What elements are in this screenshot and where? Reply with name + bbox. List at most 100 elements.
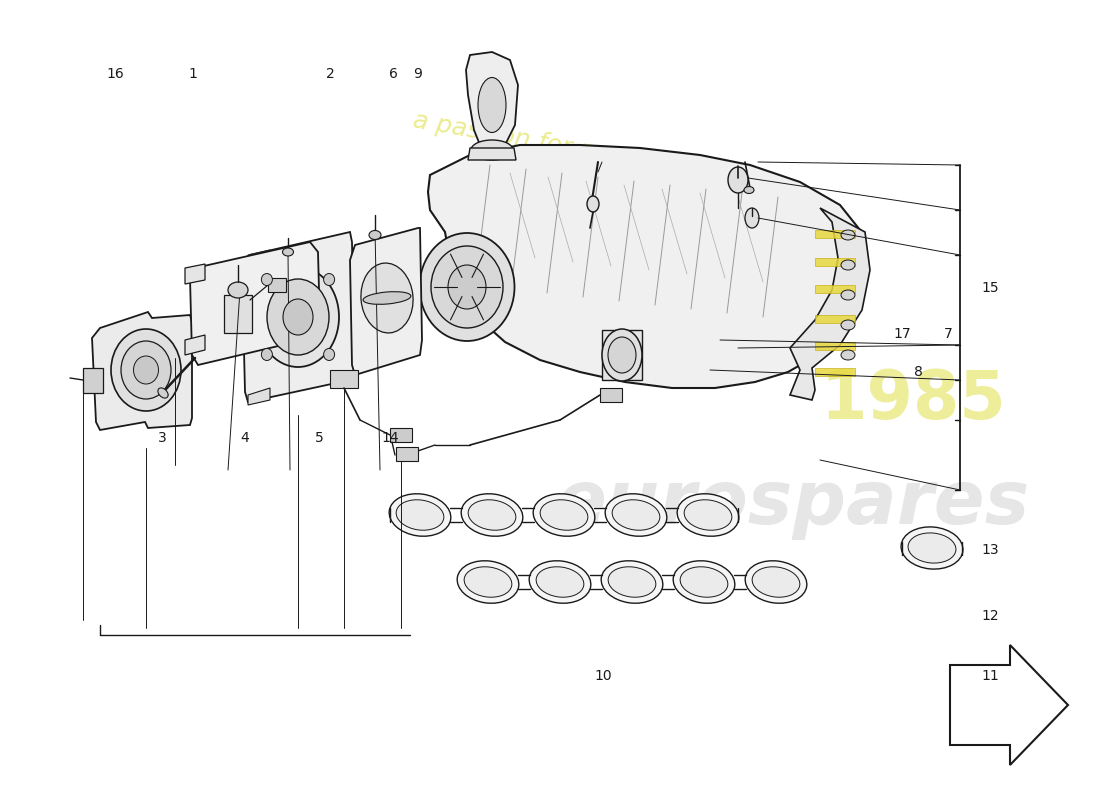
Text: 1: 1	[188, 67, 197, 82]
Text: 6: 6	[389, 67, 398, 82]
Ellipse shape	[283, 299, 313, 335]
Polygon shape	[350, 228, 422, 375]
Text: 2: 2	[326, 67, 334, 82]
Bar	[600, 388, 621, 402]
Ellipse shape	[283, 248, 294, 256]
Polygon shape	[185, 335, 205, 355]
Polygon shape	[815, 230, 855, 238]
Polygon shape	[815, 258, 855, 266]
Ellipse shape	[323, 274, 334, 286]
Polygon shape	[790, 208, 870, 400]
Ellipse shape	[257, 267, 339, 367]
Ellipse shape	[419, 233, 515, 341]
Ellipse shape	[228, 282, 248, 298]
Ellipse shape	[529, 561, 591, 603]
Text: 16: 16	[107, 67, 124, 82]
Ellipse shape	[448, 265, 486, 309]
Ellipse shape	[323, 349, 334, 361]
Polygon shape	[242, 232, 354, 402]
Text: a passion for parts: a passion for parts	[411, 108, 645, 172]
Ellipse shape	[363, 292, 411, 304]
Ellipse shape	[680, 566, 728, 598]
Text: 14: 14	[382, 431, 399, 446]
Ellipse shape	[842, 350, 855, 360]
Text: eurospares: eurospares	[554, 467, 1030, 541]
Text: 5: 5	[315, 431, 323, 446]
Polygon shape	[950, 645, 1068, 765]
Text: 4: 4	[240, 431, 249, 446]
Bar	[390, 428, 412, 442]
Ellipse shape	[842, 260, 855, 270]
Polygon shape	[428, 145, 865, 388]
Ellipse shape	[361, 263, 414, 333]
Polygon shape	[815, 315, 855, 323]
Ellipse shape	[745, 208, 759, 228]
Text: 15: 15	[981, 281, 999, 295]
Bar	[224, 295, 252, 333]
Ellipse shape	[464, 566, 512, 598]
Ellipse shape	[909, 533, 956, 563]
Ellipse shape	[461, 494, 522, 536]
Polygon shape	[185, 264, 205, 284]
Ellipse shape	[540, 500, 587, 530]
Ellipse shape	[745, 561, 806, 603]
Ellipse shape	[842, 230, 855, 240]
Bar	[602, 330, 642, 380]
Text: 7: 7	[944, 327, 953, 342]
Ellipse shape	[471, 140, 513, 160]
Ellipse shape	[602, 329, 642, 381]
Polygon shape	[248, 250, 270, 268]
Ellipse shape	[267, 279, 329, 355]
Bar	[268, 278, 286, 292]
Ellipse shape	[262, 349, 273, 361]
Polygon shape	[815, 342, 855, 350]
Ellipse shape	[752, 566, 800, 598]
Ellipse shape	[111, 329, 182, 411]
Ellipse shape	[901, 527, 962, 569]
Polygon shape	[248, 388, 270, 405]
Text: 1985: 1985	[821, 367, 1005, 433]
Ellipse shape	[744, 186, 754, 194]
Polygon shape	[468, 148, 516, 160]
Text: 8: 8	[914, 365, 923, 379]
Text: 9: 9	[414, 67, 422, 82]
Ellipse shape	[534, 494, 595, 536]
Ellipse shape	[608, 337, 636, 373]
Polygon shape	[815, 368, 855, 376]
Ellipse shape	[678, 494, 739, 536]
Ellipse shape	[431, 246, 503, 328]
Ellipse shape	[478, 78, 506, 133]
Ellipse shape	[608, 566, 656, 598]
Text: 11: 11	[981, 669, 999, 683]
Ellipse shape	[605, 494, 667, 536]
Text: 12: 12	[981, 609, 999, 623]
Ellipse shape	[842, 290, 855, 300]
Ellipse shape	[673, 561, 735, 603]
Text: 13: 13	[981, 543, 999, 558]
Ellipse shape	[602, 561, 663, 603]
Polygon shape	[466, 52, 518, 148]
Polygon shape	[92, 312, 192, 430]
Text: 17: 17	[893, 327, 911, 342]
Ellipse shape	[158, 388, 168, 398]
Ellipse shape	[536, 566, 584, 598]
Bar	[396, 447, 418, 461]
Ellipse shape	[389, 494, 451, 536]
Polygon shape	[190, 242, 320, 365]
Ellipse shape	[262, 274, 273, 286]
Ellipse shape	[121, 341, 170, 399]
Ellipse shape	[458, 561, 519, 603]
Ellipse shape	[587, 196, 600, 212]
Ellipse shape	[684, 500, 732, 530]
Ellipse shape	[469, 500, 516, 530]
Ellipse shape	[842, 320, 855, 330]
Text: 3: 3	[158, 431, 167, 446]
Text: 10: 10	[594, 669, 612, 683]
Ellipse shape	[368, 230, 381, 239]
Ellipse shape	[728, 167, 748, 193]
Bar	[330, 370, 358, 388]
Polygon shape	[815, 285, 855, 293]
Bar	[82, 368, 103, 393]
Ellipse shape	[396, 500, 444, 530]
Ellipse shape	[612, 500, 660, 530]
